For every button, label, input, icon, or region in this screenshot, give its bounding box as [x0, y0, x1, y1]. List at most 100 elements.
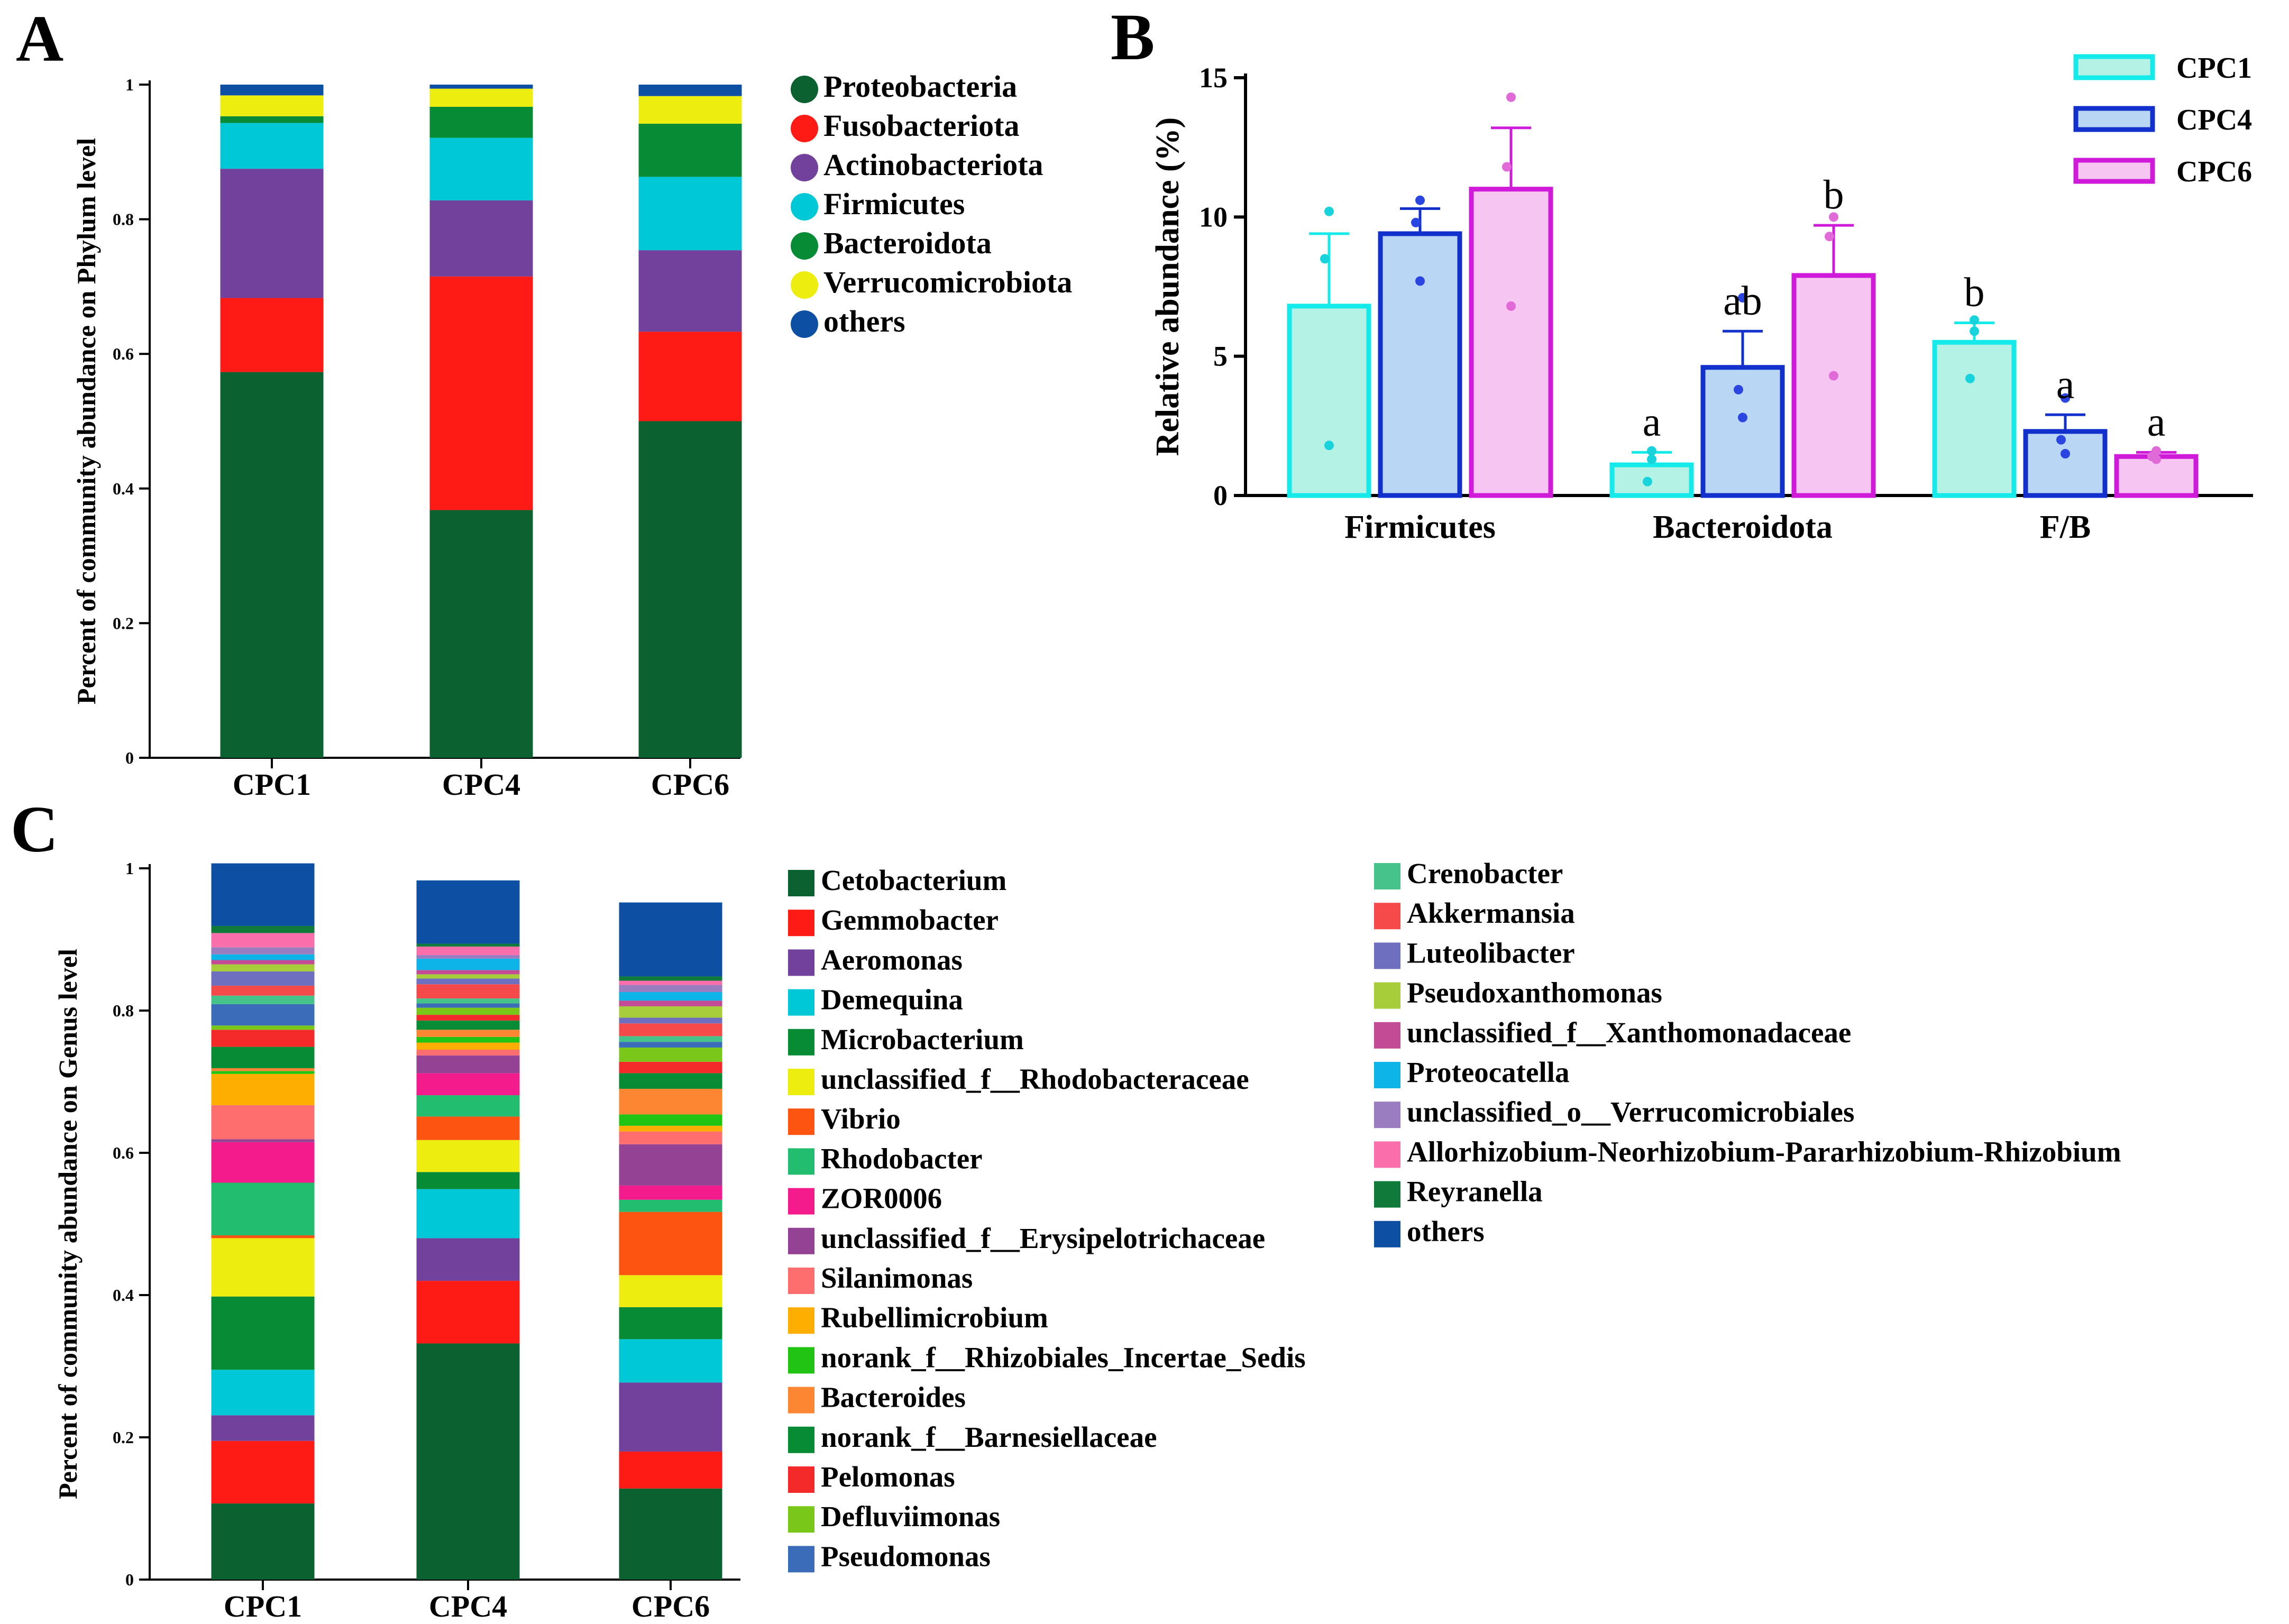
legend-label-luteolibacter: Luteolibacter: [1407, 937, 1575, 969]
legend-label-defluviimonas: Defluviimonas: [821, 1500, 1000, 1533]
bar-segment-cpc4-others: [429, 85, 533, 89]
significance-label-cpc4-bacteroidota: ab: [1723, 277, 1762, 323]
bar-segment-cpc4-unclassified-f-erysipelotrichaceae: [416, 1055, 520, 1074]
x-tick-label-firmicutes: Firmicutes: [1344, 509, 1496, 545]
data-point-cpc1-f-b: [1970, 326, 1979, 336]
bar-segment-cpc4-silanimonas: [416, 1049, 520, 1056]
legend-label-demequina: Demequina: [821, 984, 963, 1016]
bar-segment-cpc6-aeromonas: [619, 1382, 722, 1452]
data-point-cpc1-f-b: [1970, 315, 1979, 325]
bar-segment-cpc1-bacteroides: [211, 1068, 315, 1071]
bar-segment-cpc1-aeromonas: [211, 1415, 315, 1441]
legend-swatch-bacteroidota: [791, 232, 818, 260]
bar-segment-cpc1-allorhizobium-neorhizobium-pararhizobium-rhizobium: [211, 933, 315, 948]
bar-segment-cpc1-pelomonas: [211, 1030, 315, 1047]
legend-swatch-demequina: [788, 989, 814, 1016]
bar-segment-cpc1-unclassified-f-xanthomonadaceae: [211, 960, 315, 965]
bar-segment-cpc1-akkermansia: [211, 985, 315, 996]
legend-label-bacteroidota: Bacteroidota: [823, 226, 992, 260]
bar-segment-cpc1-unclassified-f-erysipelotrichaceae: [211, 1139, 315, 1142]
bar-segment-cpc6-cetobacterium: [619, 1488, 722, 1580]
bar-segment-cpc4-microbacterium: [416, 1172, 520, 1189]
bar-segment-cpc6-akkermansia: [619, 1023, 722, 1036]
bar-cpc1-f-b: [1932, 340, 2017, 498]
legend-swatch-pseudoxanthomonas: [1374, 982, 1400, 1009]
bar-segment-cpc1-gemmobacter: [211, 1441, 315, 1504]
bar-segment-cpc4-pseudoxanthomonas: [416, 974, 520, 979]
bar-segment-cpc1-norank-f-barnesiellaceae: [211, 1047, 315, 1068]
bar-segment-cpc4-norank-f-barnesiellaceae: [416, 1020, 520, 1030]
bar-segment-cpc6-bacteroidota: [638, 123, 742, 177]
bar-segment-cpc1-others: [211, 863, 315, 926]
bar-segment-cpc6-microbacterium: [619, 1307, 722, 1339]
legend-swatch-crenobacter: [1374, 863, 1400, 889]
bar-segment-cpc4-defluviimonas: [416, 1007, 520, 1015]
bar-segment-cpc1-proteocatella: [211, 954, 315, 960]
bar-segment-cpc1-vibrio: [211, 1235, 315, 1238]
data-point-cpc4-firmicutes: [1415, 195, 1425, 205]
legend-swatch-defluviimonas: [788, 1506, 814, 1533]
bar-segment-cpc4-demequina: [416, 1189, 520, 1238]
relative-abundance-grouped-chart: 0 5 10 15 Relative abundance (%) Firmicutes Ba…: [1150, 52, 2253, 545]
bar-segment-cpc4-rubellimicrobium: [416, 1042, 520, 1050]
bar-segment-cpc1-luteolibacter: [211, 971, 315, 986]
bar-segment-cpc6-pseudomonas: [619, 1042, 722, 1048]
bar-segment-cpc6-norank-f-barnesiellaceae: [619, 1073, 722, 1089]
data-point-cpc1-bacteroidota: [1647, 454, 1656, 464]
legend-label-zor0006: ZOR0006: [821, 1182, 942, 1215]
legend-swatch-cpc6: [2073, 158, 2155, 184]
bar-segment-cpc1-rubellimicrobium: [211, 1074, 315, 1105]
bar-segment-cpc4-allorhizobium-neorhizobium-pararhizobium-rhizobium: [416, 946, 520, 956]
data-point-cpc6-bacteroidota: [1829, 371, 1838, 381]
bar-segment-cpc1-firmicutes: [220, 123, 324, 169]
bar-segment-cpc4-norank-f-rhizobiales-incertae-sedis: [416, 1036, 520, 1043]
legend-swatch-norank-f-barnesiellaceae: [788, 1426, 814, 1453]
bar-cpc6-firmicutes: [1469, 187, 1553, 498]
bar-segment-cpc4-fusobacteriota: [429, 276, 533, 510]
legend-label-allorhizobium-neorhizobium-pararhizobium-rhizobium: Allorhizobium-Neorhizobium-Pararhizobium…: [1407, 1135, 2121, 1168]
bar-segment-cpc1-pseudoxanthomonas: [211, 964, 315, 972]
legend-swatch-actinobacteriota: [791, 154, 818, 181]
y-axis-title: Percent of community abundance on Phylum…: [71, 138, 101, 704]
data-point-cpc1-firmicutes: [1324, 206, 1334, 216]
bar-segment-cpc4-gemmobacter: [416, 1281, 520, 1344]
bar-segment-cpc1-crenobacter: [211, 995, 315, 1004]
bar-segment-cpc1-fusobacteriota: [220, 298, 324, 372]
significance-label-cpc1-f-b: b: [1964, 269, 1985, 315]
legend-label-rubellimicrobium: Rubellimicrobium: [821, 1301, 1048, 1334]
data-point-cpc4-bacteroidota: [1738, 412, 1747, 423]
data-point-cpc1-firmicutes: [1320, 254, 1330, 264]
y-axis-title: Percent of community abundance on Genus …: [53, 949, 83, 1499]
bar-segment-cpc6-demequina: [619, 1339, 722, 1383]
y-tick-label: 0: [125, 1570, 134, 1589]
bar-cpc4-firmicutes: [1378, 231, 1462, 498]
bar-segment-cpc1-unclassified-f-rhodobacteraceae: [211, 1238, 315, 1297]
bar-segment-cpc6-unclassified-f-xanthomonadaceae: [619, 1001, 722, 1006]
bar-segment-cpc1-pseudomonas: [211, 1004, 315, 1026]
x-tick-label-bacteroidota: Bacteroidota: [1653, 509, 1833, 545]
y-tick-label: 0.8: [113, 210, 134, 229]
legend-label-cpc4: CPC4: [2176, 104, 2252, 136]
legend-swatch-vibrio: [788, 1108, 814, 1135]
bar-segment-cpc4-unclassified-f-rhodobacteraceae: [416, 1140, 520, 1172]
legend-swatch-unclassified-f-erysipelotrichaceae: [788, 1227, 814, 1254]
legend-label-pseudomonas: Pseudomonas: [821, 1540, 991, 1572]
bar-segment-cpc1-reyranella: [211, 925, 315, 933]
y-tick-label: 0.2: [113, 613, 134, 632]
x-tick-label-cpc4: CPC4: [429, 1589, 507, 1623]
bar-segment-cpc6-others: [619, 902, 722, 977]
bar-segment-cpc6-bacteroides: [619, 1088, 722, 1115]
legend-label-verrucomicrobiota: Verrucomicrobiota: [823, 265, 1072, 299]
legend-label-norank-f-rhizobiales-incertae-sedis: norank_f__Rhizobiales_Incertae_Sedis: [821, 1341, 1306, 1373]
legend-swatch-proteocatella: [1374, 1062, 1400, 1088]
data-point-cpc1-firmicutes: [1324, 441, 1334, 451]
bar-segment-cpc1-silanimonas: [211, 1105, 315, 1140]
bar-segment-cpc1-unclassified-o-verrucomicrobiales: [211, 947, 315, 955]
data-point-cpc6-bacteroidota: [1825, 232, 1834, 242]
legend-swatch-gemmobacter: [788, 910, 814, 937]
bar-segment-cpc6-vibrio: [619, 1212, 722, 1276]
bar-segment-cpc1-zor0006: [211, 1142, 315, 1183]
bar-segment-cpc4-reyranella: [416, 943, 520, 947]
data-point-cpc4-f-b: [2061, 449, 2070, 458]
